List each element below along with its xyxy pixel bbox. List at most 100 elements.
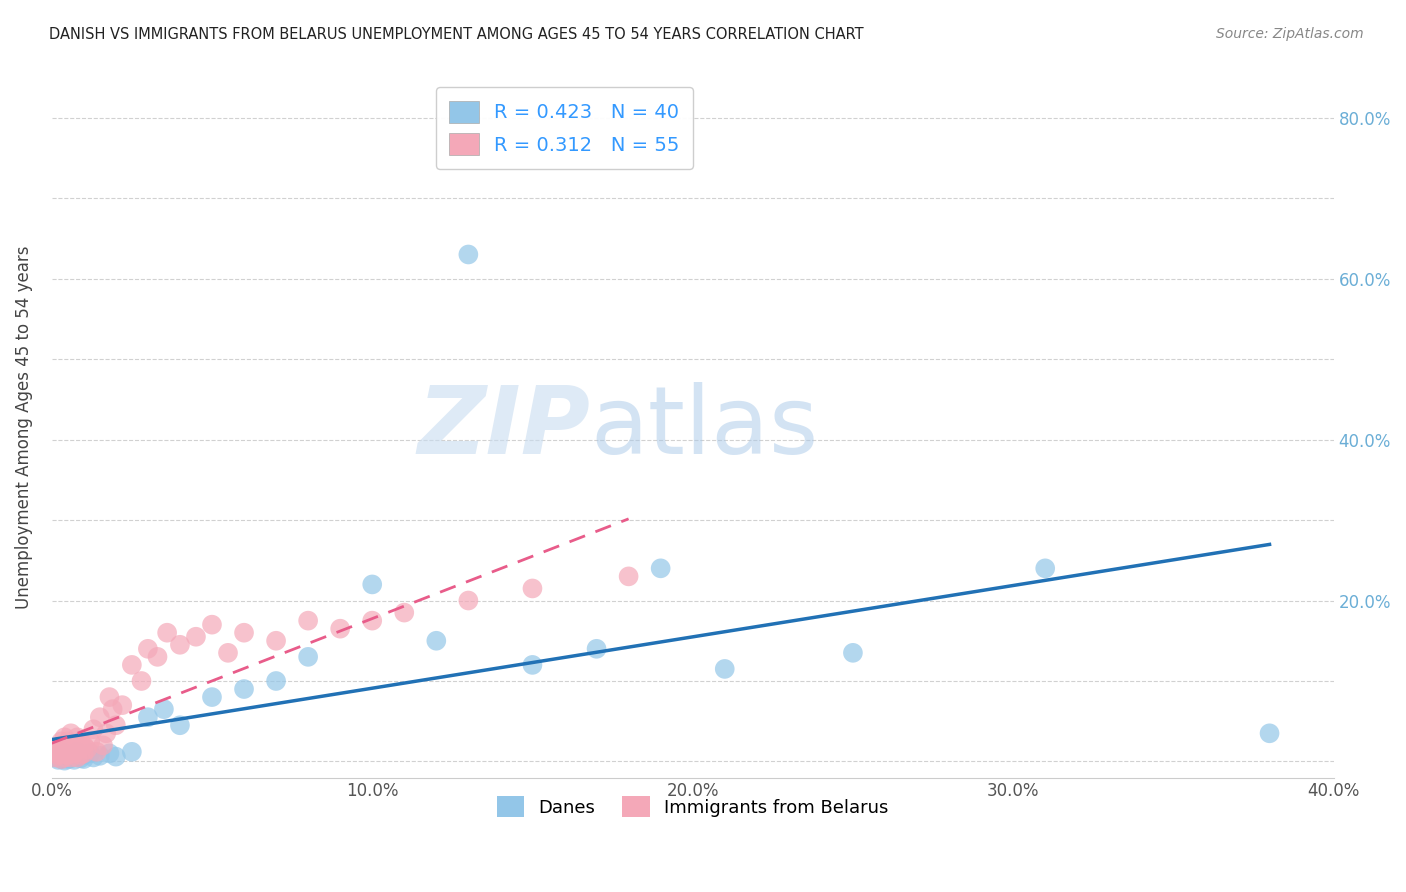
- Point: [522, 582, 544, 596]
- Point: [73, 747, 96, 761]
- Text: ZIP: ZIP: [418, 382, 591, 474]
- Point: [56, 747, 79, 762]
- Point: [201, 617, 224, 632]
- Point: [184, 630, 207, 644]
- Point: [217, 646, 239, 660]
- Point: [101, 702, 124, 716]
- Point: [98, 690, 121, 704]
- Point: [82, 723, 104, 737]
- Point: [522, 657, 544, 672]
- Point: [46, 742, 69, 756]
- Point: [63, 747, 86, 761]
- Point: [63, 753, 86, 767]
- Point: [297, 649, 319, 664]
- Point: [104, 749, 127, 764]
- Point: [59, 748, 82, 763]
- Point: [56, 747, 79, 762]
- Point: [63, 739, 86, 753]
- Point: [44, 745, 66, 759]
- Point: [59, 750, 82, 764]
- Point: [51, 752, 73, 766]
- Point: [73, 747, 96, 762]
- Point: [394, 606, 416, 620]
- Point: [73, 752, 96, 766]
- Point: [66, 750, 89, 764]
- Point: [169, 718, 191, 732]
- Y-axis label: Unemployment Among Ages 45 to 54 years: Unemployment Among Ages 45 to 54 years: [15, 246, 32, 609]
- Point: [51, 739, 73, 754]
- Point: [59, 726, 82, 740]
- Point: [56, 750, 79, 764]
- Point: [146, 649, 169, 664]
- Point: [53, 747, 76, 761]
- Point: [69, 734, 91, 748]
- Point: [361, 577, 384, 591]
- Point: [264, 633, 287, 648]
- Point: [425, 633, 447, 648]
- Point: [96, 726, 118, 740]
- Point: [56, 742, 79, 756]
- Point: [46, 747, 69, 762]
- Point: [457, 593, 479, 607]
- Point: [46, 753, 69, 767]
- Legend: Danes, Immigrants from Belarus: Danes, Immigrants from Belarus: [489, 789, 896, 824]
- Point: [121, 745, 143, 759]
- Point: [1033, 561, 1056, 575]
- Point: [51, 747, 73, 761]
- Point: [76, 742, 98, 756]
- Point: [98, 747, 121, 761]
- Point: [44, 750, 66, 764]
- Point: [79, 747, 101, 761]
- Point: [131, 673, 153, 688]
- Point: [91, 739, 114, 753]
- Point: [201, 690, 224, 704]
- Point: [136, 641, 159, 656]
- Point: [153, 702, 176, 716]
- Point: [44, 750, 66, 764]
- Point: [617, 569, 640, 583]
- Point: [329, 622, 352, 636]
- Point: [66, 745, 89, 759]
- Point: [89, 710, 111, 724]
- Point: [53, 754, 76, 768]
- Point: [82, 750, 104, 764]
- Point: [53, 750, 76, 764]
- Point: [66, 731, 89, 745]
- Point: [156, 625, 179, 640]
- Text: Source: ZipAtlas.com: Source: ZipAtlas.com: [1216, 27, 1364, 41]
- Point: [264, 673, 287, 688]
- Point: [53, 731, 76, 745]
- Point: [69, 751, 91, 765]
- Point: [104, 718, 127, 732]
- Point: [69, 747, 91, 762]
- Point: [51, 747, 73, 762]
- Point: [111, 698, 134, 713]
- Point: [73, 739, 96, 753]
- Point: [297, 614, 319, 628]
- Point: [79, 734, 101, 748]
- Point: [169, 638, 191, 652]
- Text: DANISH VS IMMIGRANTS FROM BELARUS UNEMPLOYMENT AMONG AGES 45 TO 54 YEARS CORRELA: DANISH VS IMMIGRANTS FROM BELARUS UNEMPL…: [49, 27, 863, 42]
- Point: [457, 247, 479, 261]
- Point: [233, 625, 256, 640]
- Point: [89, 748, 111, 763]
- Point: [66, 749, 89, 764]
- Point: [51, 752, 73, 766]
- Point: [842, 646, 865, 660]
- Point: [233, 681, 256, 696]
- Point: [713, 662, 735, 676]
- Point: [650, 561, 672, 575]
- Point: [56, 752, 79, 766]
- Point: [59, 751, 82, 765]
- Point: [86, 745, 108, 759]
- Point: [66, 742, 89, 756]
- Point: [53, 739, 76, 753]
- Point: [585, 641, 607, 656]
- Point: [59, 745, 82, 759]
- Point: [361, 614, 384, 628]
- Text: atlas: atlas: [591, 382, 818, 474]
- Point: [1258, 726, 1281, 740]
- Point: [51, 734, 73, 748]
- Point: [121, 657, 143, 672]
- Point: [136, 710, 159, 724]
